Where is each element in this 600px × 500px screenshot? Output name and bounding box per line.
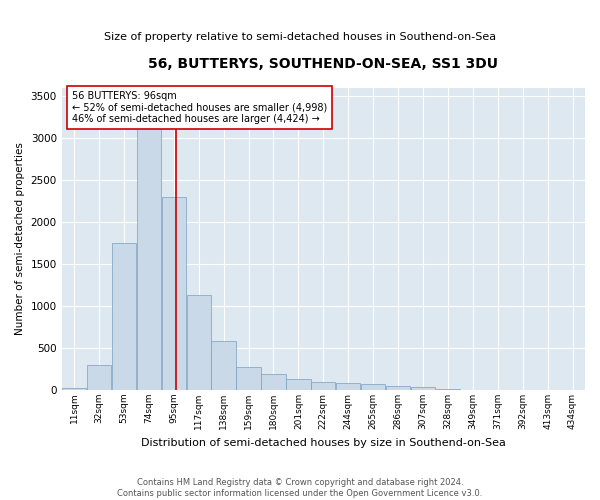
Bar (236, 368, 261, 390)
Title: 56, BUTTERYS, SOUTHEND-ON-SEA, SS1 3DU: 56, BUTTERYS, SOUTHEND-ON-SEA, SS1 3DU (148, 58, 499, 71)
Bar (211, 342, 236, 390)
Text: Size of property relative to semi-detached houses in Southend-on-Sea: Size of property relative to semi-detach… (104, 32, 496, 42)
Text: Contains HM Land Registry data © Crown copyright and database right 2024.
Contai: Contains HM Land Registry data © Crown c… (118, 478, 482, 498)
Bar (262, 374, 286, 390)
Bar (137, 126, 161, 390)
Text: 56 BUTTERYS: 96sqm
← 52% of semi-detached houses are smaller (4,998)
46% of semi: 56 BUTTERYS: 96sqm ← 52% of semi-detache… (72, 91, 328, 124)
X-axis label: Distribution of semi-detached houses by size in Southend-on-Sea: Distribution of semi-detached houses by … (141, 438, 506, 448)
Bar (161, 197, 186, 390)
Bar (411, 388, 435, 390)
Bar (311, 382, 335, 390)
Bar (112, 243, 136, 390)
Bar (286, 379, 311, 390)
Bar (87, 365, 111, 390)
Y-axis label: Number of semi-detached properties: Number of semi-detached properties (15, 142, 25, 336)
Bar (187, 295, 211, 390)
Bar (62, 388, 86, 390)
Bar (386, 386, 410, 390)
Bar (361, 384, 385, 390)
Bar (336, 383, 361, 390)
